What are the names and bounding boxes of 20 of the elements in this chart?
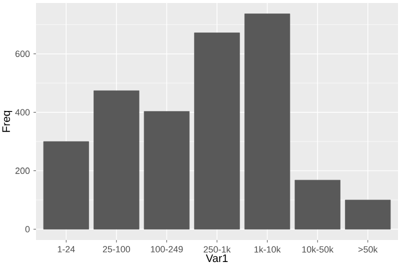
bar [144, 111, 190, 230]
y-axis-title: Freq [2, 110, 12, 132]
bar [94, 90, 140, 230]
bar [294, 180, 340, 230]
y-tick-label: 400 [15, 109, 30, 116]
bar [244, 14, 290, 230]
x-tick-label: 10k-50k [302, 246, 334, 253]
x-tick-label: 250-1k [204, 246, 231, 253]
x-axis-title: Var1 [206, 254, 228, 262]
x-tick-label: 1-24 [58, 246, 75, 252]
x-tick-label: 100-249 [150, 246, 183, 252]
x-tick-label: 25-100 [102, 246, 130, 252]
y-tick-label: 200 [15, 168, 30, 174]
bar [43, 141, 89, 230]
bar [345, 200, 391, 230]
x-tick-label: 1k-10k [254, 246, 281, 253]
y-tick-label: 0 [25, 226, 30, 232]
x-tick-label: >50k [358, 246, 378, 253]
bar [194, 32, 240, 230]
y-tick-label: 600 [15, 50, 30, 58]
